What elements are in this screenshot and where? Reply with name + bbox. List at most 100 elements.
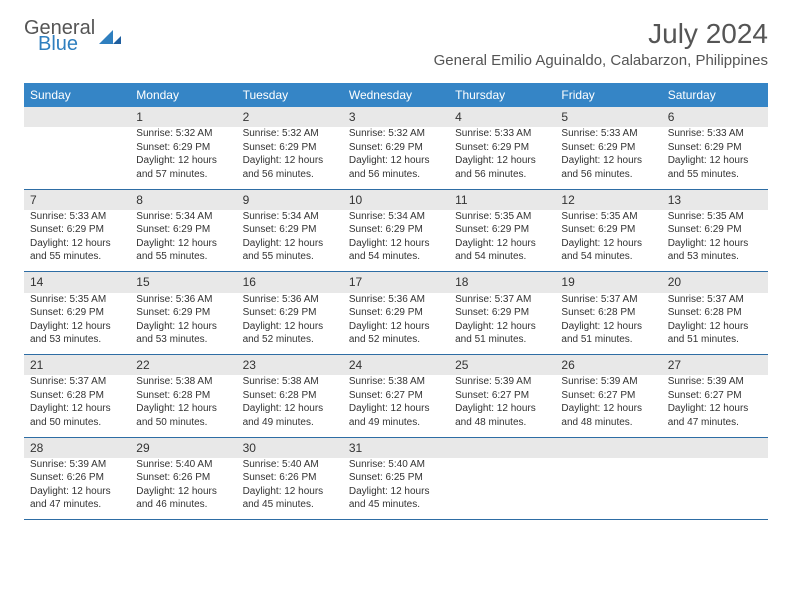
- day-day1: Daylight: 12 hours: [243, 320, 337, 334]
- day-day1: Daylight: 12 hours: [668, 237, 762, 251]
- day-sunrise: Sunrise: 5:33 AM: [668, 127, 762, 141]
- day-number: 6: [668, 110, 675, 124]
- day-detail-cell: Sunrise: 5:33 AMSunset: 6:29 PMDaylight:…: [555, 127, 661, 189]
- day-number: 22: [136, 358, 149, 372]
- day-day2: and 51 minutes.: [668, 333, 762, 347]
- day-number: 4: [455, 110, 462, 124]
- day-number-cell: 25: [449, 355, 555, 376]
- day-day2: and 54 minutes.: [455, 250, 549, 264]
- day-day1: Daylight: 12 hours: [243, 402, 337, 416]
- day-detail-cell: Sunrise: 5:33 AMSunset: 6:29 PMDaylight:…: [24, 210, 130, 272]
- day-number-cell: 14: [24, 272, 130, 293]
- day-day1: Daylight: 12 hours: [349, 485, 443, 499]
- day-day2: and 50 minutes.: [30, 416, 124, 430]
- day-day2: and 56 minutes.: [561, 168, 655, 182]
- day-sunrise: Sunrise: 5:40 AM: [349, 458, 443, 472]
- day-day1: Daylight: 12 hours: [668, 154, 762, 168]
- day-sunrise: Sunrise: 5:33 AM: [561, 127, 655, 141]
- day-number-cell: 29: [130, 437, 236, 458]
- day-day1: Daylight: 12 hours: [349, 237, 443, 251]
- day-day1: Daylight: 12 hours: [349, 402, 443, 416]
- day-number-cell: 24: [343, 355, 449, 376]
- day-sunset: Sunset: 6:29 PM: [455, 306, 549, 320]
- day-detail-cell: Sunrise: 5:37 AMSunset: 6:28 PMDaylight:…: [555, 293, 661, 355]
- day-day2: and 56 minutes.: [243, 168, 337, 182]
- day-day2: and 51 minutes.: [561, 333, 655, 347]
- day-sunset: Sunset: 6:26 PM: [243, 471, 337, 485]
- day-detail-cell: Sunrise: 5:34 AMSunset: 6:29 PMDaylight:…: [130, 210, 236, 272]
- day-sunrise: Sunrise: 5:38 AM: [136, 375, 230, 389]
- day-day1: Daylight: 12 hours: [561, 154, 655, 168]
- day-number-cell: 7: [24, 189, 130, 210]
- day-number: 31: [349, 441, 362, 455]
- day-day1: Daylight: 12 hours: [136, 402, 230, 416]
- day-header: Thursday: [449, 83, 555, 107]
- day-day2: and 54 minutes.: [561, 250, 655, 264]
- day-day2: and 55 minutes.: [668, 168, 762, 182]
- day-number-cell: 13: [662, 189, 768, 210]
- day-detail-cell: Sunrise: 5:36 AMSunset: 6:29 PMDaylight:…: [343, 293, 449, 355]
- day-number-cell: 20: [662, 272, 768, 293]
- day-sunrise: Sunrise: 5:35 AM: [668, 210, 762, 224]
- day-day2: and 50 minutes.: [136, 416, 230, 430]
- brand-logo: General Blue: [24, 18, 121, 54]
- day-day1: Daylight: 12 hours: [561, 320, 655, 334]
- day-day2: and 53 minutes.: [30, 333, 124, 347]
- day-day1: Daylight: 12 hours: [561, 402, 655, 416]
- day-sunrise: Sunrise: 5:35 AM: [561, 210, 655, 224]
- day-sunrise: Sunrise: 5:36 AM: [349, 293, 443, 307]
- day-sunset: Sunset: 6:29 PM: [136, 141, 230, 155]
- day-number-cell: 2: [237, 107, 343, 127]
- day-number-cell: 4: [449, 107, 555, 127]
- details-row: Sunrise: 5:35 AMSunset: 6:29 PMDaylight:…: [24, 293, 768, 355]
- day-day2: and 51 minutes.: [455, 333, 549, 347]
- month-title: July 2024: [434, 18, 768, 50]
- brand-wordmark: General Blue: [24, 18, 95, 54]
- day-detail-cell: Sunrise: 5:38 AMSunset: 6:27 PMDaylight:…: [343, 375, 449, 437]
- day-sunset: Sunset: 6:29 PM: [668, 223, 762, 237]
- day-sunset: Sunset: 6:27 PM: [455, 389, 549, 403]
- day-detail-cell: Sunrise: 5:39 AMSunset: 6:26 PMDaylight:…: [24, 458, 130, 520]
- day-sunset: Sunset: 6:25 PM: [349, 471, 443, 485]
- day-day1: Daylight: 12 hours: [136, 237, 230, 251]
- day-day1: Daylight: 12 hours: [136, 154, 230, 168]
- day-detail-cell: Sunrise: 5:40 AMSunset: 6:25 PMDaylight:…: [343, 458, 449, 520]
- day-detail-cell: Sunrise: 5:36 AMSunset: 6:29 PMDaylight:…: [130, 293, 236, 355]
- day-sunrise: Sunrise: 5:38 AM: [349, 375, 443, 389]
- day-detail-cell: Sunrise: 5:33 AMSunset: 6:29 PMDaylight:…: [449, 127, 555, 189]
- day-day2: and 45 minutes.: [243, 498, 337, 512]
- day-sunrise: Sunrise: 5:38 AM: [243, 375, 337, 389]
- day-day1: Daylight: 12 hours: [243, 485, 337, 499]
- details-row: Sunrise: 5:37 AMSunset: 6:28 PMDaylight:…: [24, 375, 768, 437]
- day-sunset: Sunset: 6:26 PM: [136, 471, 230, 485]
- day-sunrise: Sunrise: 5:37 AM: [455, 293, 549, 307]
- day-detail-cell: Sunrise: 5:36 AMSunset: 6:29 PMDaylight:…: [237, 293, 343, 355]
- day-detail-cell: Sunrise: 5:35 AMSunset: 6:29 PMDaylight:…: [24, 293, 130, 355]
- day-day1: Daylight: 12 hours: [30, 237, 124, 251]
- day-detail-cell: Sunrise: 5:35 AMSunset: 6:29 PMDaylight:…: [449, 210, 555, 272]
- day-sunrise: Sunrise: 5:34 AM: [136, 210, 230, 224]
- day-sunset: Sunset: 6:29 PM: [561, 223, 655, 237]
- day-number: 1: [136, 110, 143, 124]
- daynum-row: 21222324252627: [24, 355, 768, 376]
- day-sunset: Sunset: 6:29 PM: [455, 141, 549, 155]
- day-number-cell: 15: [130, 272, 236, 293]
- daynum-row: 28293031: [24, 437, 768, 458]
- day-detail-cell: Sunrise: 5:37 AMSunset: 6:28 PMDaylight:…: [662, 293, 768, 355]
- day-detail-cell: Sunrise: 5:33 AMSunset: 6:29 PMDaylight:…: [662, 127, 768, 189]
- day-detail-cell: Sunrise: 5:32 AMSunset: 6:29 PMDaylight:…: [130, 127, 236, 189]
- day-detail-cell: Sunrise: 5:37 AMSunset: 6:28 PMDaylight:…: [24, 375, 130, 437]
- day-day1: Daylight: 12 hours: [455, 154, 549, 168]
- day-sunrise: Sunrise: 5:33 AM: [455, 127, 549, 141]
- day-number: 23: [243, 358, 256, 372]
- day-number: 27: [668, 358, 681, 372]
- day-detail-cell: [449, 458, 555, 520]
- day-sunrise: Sunrise: 5:39 AM: [455, 375, 549, 389]
- day-day1: Daylight: 12 hours: [30, 485, 124, 499]
- day-number: 10: [349, 193, 362, 207]
- day-day2: and 52 minutes.: [349, 333, 443, 347]
- day-sunset: Sunset: 6:28 PM: [30, 389, 124, 403]
- day-number: 3: [349, 110, 356, 124]
- day-day1: Daylight: 12 hours: [30, 320, 124, 334]
- day-number: 21: [30, 358, 43, 372]
